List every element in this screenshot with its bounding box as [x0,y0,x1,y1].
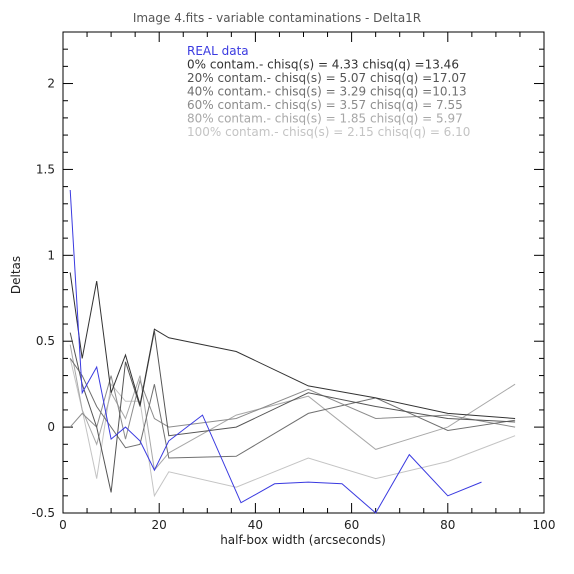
x-tick-label: 60 [344,518,359,532]
y-tick-label: -0.5 [32,506,55,520]
x-tick-label: 40 [248,518,263,532]
y-tick-label: 2 [47,77,55,91]
series-line [69,344,516,472]
y-tick-label: 0.5 [36,334,55,348]
legend-entry: 20% contam.- chisq(s) = 5.07 chisq(q) =1… [187,71,467,85]
legend-entry: REAL data [187,44,249,58]
legend-entry: 60% contam.- chisq(s) = 3.57 chisq(q) = … [187,98,463,112]
axis-ticks: 0 20 40 60 80 100 -0.5 0 0.5 1 1.5 2 [32,31,556,532]
chart-title: Image 4.fits - variable contaminations -… [133,11,421,25]
series-line [69,189,482,514]
x-tick-label: 100 [533,518,556,532]
legend-entry: 100% contam.- chisq(s) = 2.15 chisq(q) =… [187,125,470,139]
series-line [69,272,516,419]
series-line [69,330,516,493]
y-tick-label: 1.5 [36,162,55,176]
x-tick-label: 0 [59,518,67,532]
y-tick-label: 0 [47,420,55,434]
y-tick-label: 1 [47,248,55,262]
x-axis-title: half-box width (arcseconds) [220,533,386,547]
x-tick-label: 80 [440,518,455,532]
series-layer [69,189,516,514]
series-line [69,358,516,498]
legend-entry: 0% contam.- chisq(s) = 4.33 chisq(q) =13… [187,58,459,72]
series-line [69,358,516,459]
legend-entry: 40% contam.- chisq(s) = 3.29 chisq(q) =1… [187,85,467,99]
legend-entry: 80% contam.- chisq(s) = 1.85 chisq(q) = … [187,112,463,126]
x-tick-label: 20 [152,518,167,532]
y-axis-title: Deltas [9,256,23,294]
